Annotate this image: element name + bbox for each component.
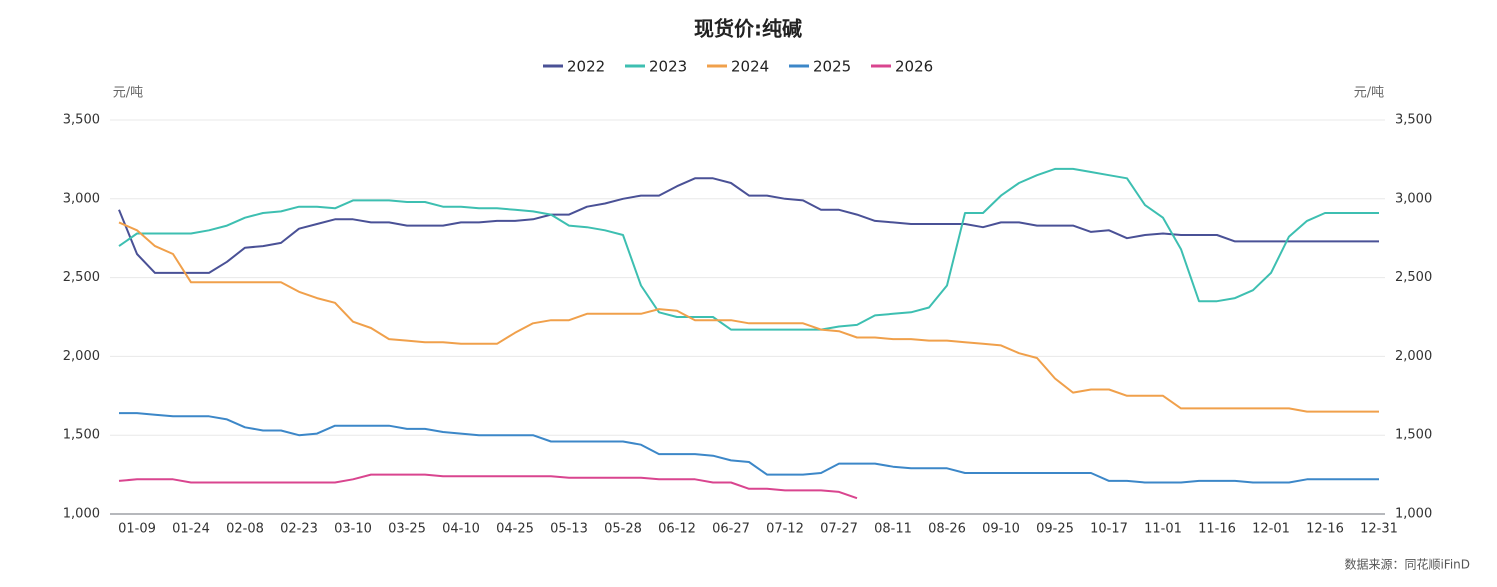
x-tick-label: 09-25 [1036, 522, 1074, 537]
y-tick-label: 1,500 [63, 428, 100, 443]
source-note: 数据来源：同花顺iFinD [1344, 557, 1470, 572]
x-tick-label: 04-25 [496, 522, 534, 537]
y2-tick-label: 2,000 [1395, 349, 1432, 364]
legend-label: 2023 [649, 58, 687, 76]
series-line [118, 473, 858, 500]
x-tick-label: 06-12 [658, 522, 696, 537]
legend-label: 2025 [813, 58, 851, 76]
x-tick-label: 12-31 [1360, 522, 1398, 537]
x-tick-label: 07-27 [820, 522, 858, 537]
legend-label: 2022 [567, 58, 605, 76]
x-tick-label: 07-12 [766, 522, 804, 537]
y-axis-unit: 元/吨 [113, 86, 143, 101]
x-tick-label: 11-16 [1198, 522, 1236, 537]
x-tick-label: 03-10 [334, 522, 372, 537]
y2-tick-label: 1,500 [1395, 428, 1432, 443]
x-tick-label: 03-25 [388, 522, 426, 537]
x-tick-label: 09-10 [982, 522, 1020, 537]
y2-tick-label: 2,500 [1395, 270, 1432, 285]
y2-axis-unit: 元/吨 [1354, 86, 1384, 101]
y2-tick-label: 1,000 [1395, 507, 1432, 522]
x-tick-label: 10-17 [1090, 522, 1128, 537]
x-tick-label: 01-24 [172, 522, 210, 537]
x-tick-label: 08-11 [874, 522, 912, 537]
x-tick-label: 08-26 [928, 522, 966, 537]
x-tick-label: 06-27 [712, 522, 750, 537]
series-line [118, 167, 1379, 331]
series-line [118, 221, 1379, 413]
series-line [118, 177, 1379, 274]
x-tick-label: 12-16 [1306, 522, 1344, 537]
chart-title: 现货价:纯碱 [694, 17, 802, 41]
x-tick-label: 02-23 [280, 522, 318, 537]
legend-label: 2024 [731, 58, 769, 76]
x-tick-label: 05-28 [604, 522, 642, 537]
y-tick-label: 3,500 [63, 113, 100, 128]
y2-tick-label: 3,000 [1395, 191, 1432, 206]
x-tick-label: 05-13 [550, 522, 588, 537]
legend-label: 2026 [895, 58, 933, 76]
x-tick-label: 01-09 [118, 522, 156, 537]
x-tick-label: 12-01 [1252, 522, 1290, 537]
y-tick-label: 3,000 [63, 191, 100, 206]
y-tick-label: 2,000 [63, 349, 100, 364]
y2-tick-label: 3,500 [1395, 113, 1432, 128]
y-tick-label: 2,500 [63, 270, 100, 285]
x-tick-label: 04-10 [442, 522, 480, 537]
x-tick-label: 02-08 [226, 522, 264, 537]
series-line [119, 412, 1379, 484]
y-tick-label: 1,000 [63, 507, 100, 522]
x-tick-label: 11-01 [1144, 522, 1182, 537]
